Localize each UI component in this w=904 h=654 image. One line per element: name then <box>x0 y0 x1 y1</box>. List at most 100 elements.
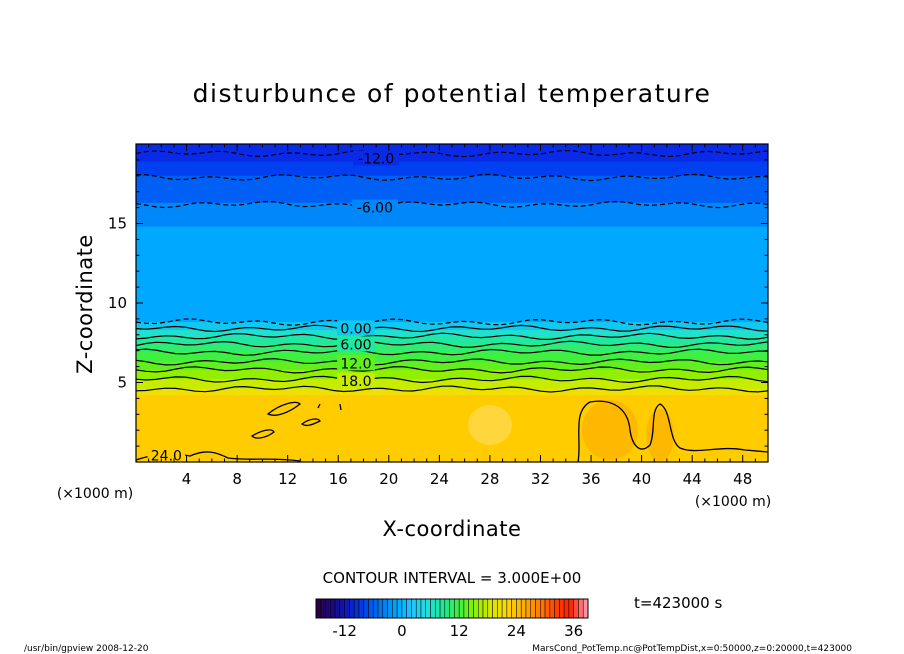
colorbar-cell <box>497 598 503 619</box>
colorbar-cell <box>563 598 570 619</box>
colorbar-cell <box>392 598 398 619</box>
contour-24-right <box>577 400 768 462</box>
contour-label: -12.0 <box>358 151 394 167</box>
colorbar-cell <box>320 598 326 619</box>
colorbar-cell <box>444 598 450 619</box>
colorbar-cell <box>396 598 403 619</box>
colorbar-cell <box>401 598 407 619</box>
colorbar-cell <box>349 598 355 619</box>
colorbar-cell <box>382 598 388 619</box>
contour-label-bg <box>337 355 375 371</box>
y-axis-ticks: 5 10 15 <box>108 143 768 463</box>
contour-island <box>300 418 321 427</box>
colorbar-cell <box>544 598 551 619</box>
colorbar-cell <box>473 598 479 619</box>
colorbar-cell <box>582 598 589 619</box>
colorbar-cell <box>468 598 474 619</box>
field-band-0 <box>136 144 768 163</box>
x-tick-label: 24 <box>430 470 449 488</box>
contour-lines <box>136 149 768 393</box>
y-tick-label: 10 <box>108 294 127 312</box>
contour-island <box>339 403 342 411</box>
x-tick-label: 16 <box>329 470 348 488</box>
contour-label-bg <box>337 336 375 352</box>
x-tick-label: 32 <box>531 470 550 488</box>
colorbar-tick-label: -12 <box>332 622 357 640</box>
contour-island <box>250 429 275 439</box>
x-tick-label: 44 <box>683 470 702 488</box>
field-band-10 <box>136 361 768 371</box>
colorbar-cell <box>554 598 560 619</box>
y-tick-label: 5 <box>117 374 127 392</box>
contour-line-6 <box>136 340 768 349</box>
colorbar-cell <box>463 598 469 619</box>
x-axis-ticks: 4 8 12 16 20 24 28 32 36 40 44 48 <box>135 144 769 488</box>
filled-contours <box>136 144 768 462</box>
contour-label: 18.0 <box>340 374 371 390</box>
contour-line-3 <box>136 318 768 326</box>
contour-label: -6.00 <box>357 201 393 217</box>
y-tick-label: 15 <box>108 215 127 233</box>
x-tick-label: 4 <box>182 470 192 488</box>
contour-line-8 <box>136 358 768 366</box>
field-band-2 <box>136 175 768 204</box>
contour-label: 6.00 <box>340 337 371 353</box>
field-band-12 <box>136 379 768 390</box>
colorbar-cell <box>492 598 498 619</box>
colorbar-cell <box>387 598 393 619</box>
colorbar-cell <box>373 598 379 619</box>
contour-line-11 <box>136 385 768 393</box>
colorbar-cell <box>535 598 541 619</box>
colorbar-tick-label: 36 <box>564 622 583 640</box>
colorbar-tick-label: 12 <box>450 622 469 640</box>
warm-patch <box>646 409 674 461</box>
colorbar <box>315 598 589 619</box>
x-tick-label: 12 <box>278 470 297 488</box>
colorbar-cell <box>454 598 460 619</box>
colorbar-cell <box>439 598 446 619</box>
warm-anomaly-regions <box>468 400 674 461</box>
colorbar-cell <box>530 598 536 619</box>
colorbar-cell <box>525 598 531 619</box>
field-band-11 <box>136 369 768 380</box>
field-band-3 <box>136 202 768 228</box>
x-axis-unit-right: (×1000 m) <box>695 494 771 510</box>
colorbar-tick-label: 0 <box>397 622 407 640</box>
colorbar-cell <box>377 598 384 619</box>
x-tick-label: 28 <box>480 470 499 488</box>
colorbar-cell <box>406 598 412 619</box>
colorbar-cell <box>487 598 493 619</box>
time-label: t=423000 s <box>634 594 722 612</box>
colorbar-cell <box>339 598 345 619</box>
contour-label-bg <box>353 150 400 166</box>
colorbar-cell <box>435 598 441 619</box>
x-tick-label: 40 <box>632 470 651 488</box>
contour-line-10 <box>136 375 768 384</box>
colorbar-cell <box>353 598 360 619</box>
colorbar-cell <box>334 598 341 619</box>
contour-interval-label: CONTOUR INTERVAL = 3.000E+00 <box>323 569 582 587</box>
colorbar-cell <box>549 598 555 619</box>
field-band-13 <box>136 388 768 396</box>
colorbar-tick-labels: -12 0 12 24 36 <box>332 622 583 640</box>
colorbar-cell <box>430 598 436 619</box>
field-band-1 <box>136 161 768 177</box>
contour-line-7 <box>136 348 768 356</box>
contour-label-bg <box>337 320 375 336</box>
contour-label-bg <box>147 447 186 462</box>
colorbar-cell <box>411 598 417 619</box>
contour-line-0 <box>136 149 768 158</box>
colorbar-cell <box>458 598 465 619</box>
colorbar-cell <box>559 598 565 619</box>
field-band-4 <box>136 226 768 323</box>
colorbar-cell <box>511 598 517 619</box>
warm-patch <box>582 400 638 460</box>
colorbar-cell <box>315 598 322 619</box>
contour-line-4 <box>136 324 768 333</box>
colorbar-cell <box>344 598 350 619</box>
colorbar-cell <box>477 598 484 619</box>
colorbar-cell <box>501 598 508 619</box>
colorbar-cell <box>415 598 422 619</box>
